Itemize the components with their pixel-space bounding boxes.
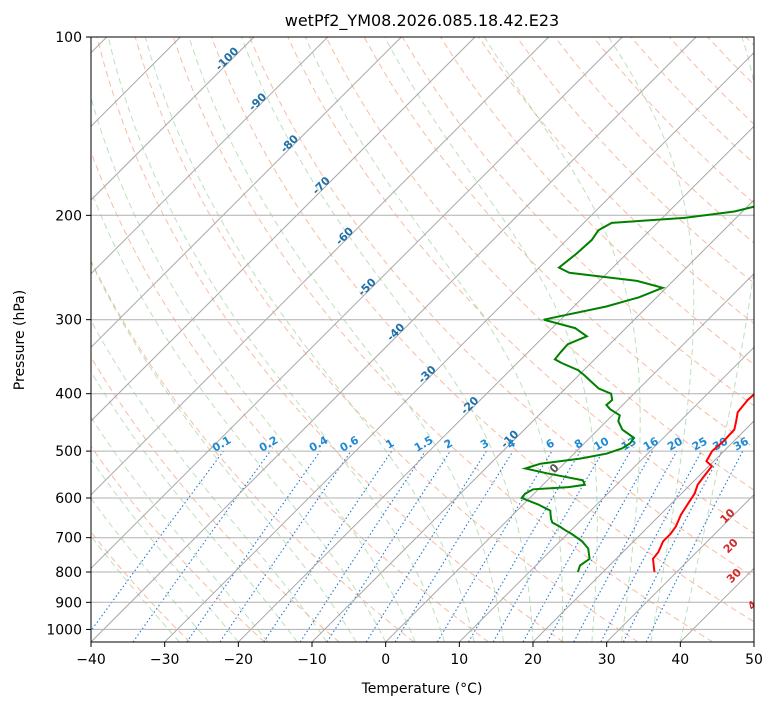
x-tick-label: −20 — [224, 652, 254, 668]
y-tick-label: 400 — [55, 387, 82, 403]
moist-adiabat-line — [144, 37, 475, 642]
y-axis-title: Pressure (hPa) — [12, 290, 28, 390]
mixing-ratio-line — [522, 450, 631, 642]
x-tick-label: 10 — [450, 652, 468, 668]
axes-ticks: −40 −30 −20 −10 0 10 20 30 40 50 100 200 300 400 500 60… — [46, 30, 763, 668]
dry-adiabat-line — [91, 356, 340, 642]
isotherm-line — [91, 37, 329, 275]
y-tick-label: 100 — [55, 30, 82, 46]
dry-adiabat-line — [249, 37, 754, 578]
mixing-ratio-line — [186, 450, 321, 642]
x-tick-label: −30 — [150, 652, 180, 668]
y-tick-label: 300 — [55, 313, 82, 329]
isotherm-line — [237, 125, 754, 642]
dry-adiabat-line — [172, 37, 713, 642]
moist-adiabat-line — [91, 535, 180, 642]
x-tick-label: 40 — [671, 652, 689, 668]
mixing-ratio-line — [132, 450, 271, 642]
y-tick-label: 900 — [55, 595, 82, 611]
temperature-profile-line — [651, 393, 754, 573]
moist-adiabat-line — [91, 370, 298, 642]
y-tick-label: 500 — [55, 444, 82, 460]
mixing-ratio-line — [326, 450, 451, 642]
mixing-ratio-line — [263, 450, 393, 642]
moist-adiabat-line — [608, 37, 695, 642]
moist-adiabat-line — [91, 260, 357, 642]
mixing-ratio-lines — [91, 450, 744, 642]
x-tick-label: 20 — [524, 652, 542, 668]
moist-adiabat-line — [188, 37, 504, 642]
mixing-ratio-line — [573, 450, 678, 642]
dry-adiabat-line — [325, 37, 754, 491]
x-tick-label: −40 — [76, 652, 106, 668]
profile-series — [519, 205, 754, 573]
isotherm-line — [91, 37, 476, 422]
moist-adiabat-line — [483, 37, 641, 642]
isotherm-line — [385, 272, 754, 642]
isotherm-line — [91, 37, 255, 201]
isotherm-line — [458, 346, 754, 642]
y-tick-label: 200 — [55, 208, 82, 224]
moist-adiabat-line — [240, 37, 534, 642]
mixing-ratio-line — [394, 450, 514, 642]
mixing-ratio-line — [219, 450, 352, 642]
x-tick-label: 30 — [598, 652, 616, 668]
dry-adiabat-line — [91, 259, 415, 642]
isotherm-line — [91, 37, 550, 496]
dewpoint-profile-line — [519, 205, 754, 573]
dry-adiabat-line — [134, 37, 639, 642]
x-tick-label: 0 — [381, 652, 390, 668]
moist-adiabat-line — [679, 37, 754, 642]
mixing-ratio-line — [91, 450, 224, 632]
y-tick-label: 700 — [55, 531, 82, 547]
isotherm-line — [91, 37, 402, 349]
isotherm-line — [311, 199, 754, 642]
y-tick-label: 1000 — [46, 622, 82, 638]
dry-adiabat-line — [516, 37, 754, 284]
dry-adiabat-line — [96, 37, 564, 642]
isotherm-line — [606, 493, 754, 642]
mixing-ratio-line — [299, 450, 426, 642]
moist-adiabat-line — [91, 458, 239, 642]
dry-adiabat-line — [287, 37, 754, 534]
isotherm-line — [91, 37, 697, 642]
dry-adiabat-line — [91, 445, 265, 642]
moist-adiabat-line — [91, 416, 269, 642]
y-tick-label: 800 — [55, 565, 82, 581]
isotherm-line — [91, 37, 623, 570]
moist-adiabat-line — [91, 319, 328, 642]
x-axis-title: Temperature (°C) — [361, 681, 483, 697]
mixing-ratio-line — [546, 450, 654, 642]
x-tick-label: 50 — [745, 652, 763, 668]
plot-frame — [90, 36, 755, 643]
moist-adiabat-line — [91, 189, 387, 642]
moist-adiabat-line — [91, 497, 210, 642]
isotherms — [91, 37, 754, 642]
x-tick-label: −10 — [297, 652, 327, 668]
pressure-gridlines — [91, 37, 754, 630]
mixing-ratio-line — [645, 450, 744, 642]
dry-adiabat-label: 40 — [745, 592, 765, 612]
isotherm-line — [532, 420, 754, 642]
isotherm-line — [164, 51, 754, 642]
moist-adiabat-line — [107, 37, 446, 642]
chart-title: wetPf2_YM08.2026.085.18.42.E23 — [285, 11, 559, 31]
y-tick-label: 600 — [55, 491, 82, 507]
moist-adiabat-line — [384, 37, 598, 642]
